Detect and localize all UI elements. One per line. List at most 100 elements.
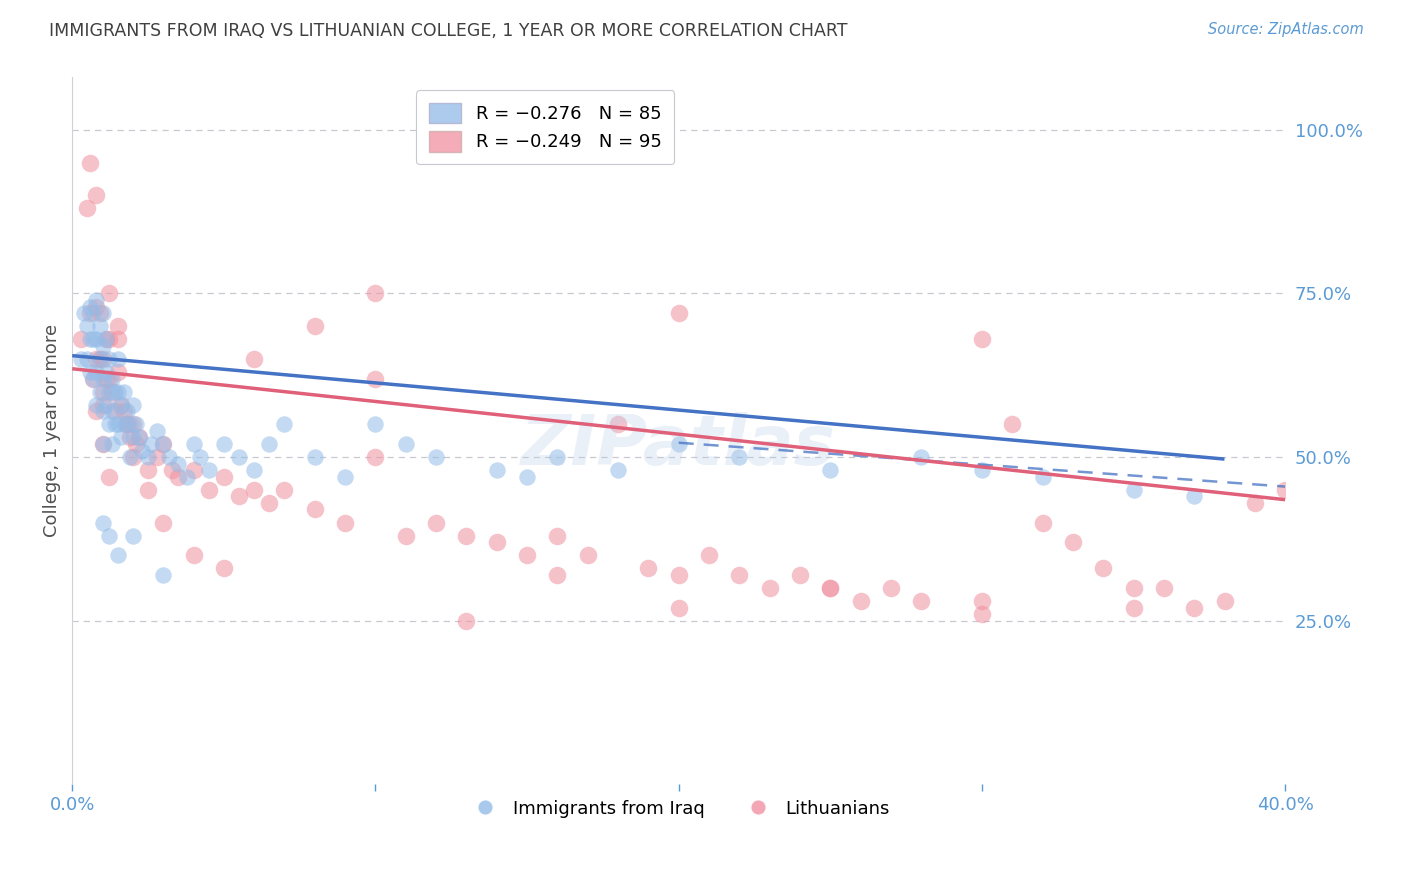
Point — [1274, 483, 1296, 497]
Legend: Immigrants from Iraq, Lithuanians: Immigrants from Iraq, Lithuanians — [460, 792, 897, 825]
Point — [364, 371, 387, 385]
Point — [333, 469, 356, 483]
Point — [304, 450, 326, 464]
Point — [112, 384, 135, 399]
Point — [259, 437, 281, 451]
Point — [136, 463, 159, 477]
Point — [970, 607, 993, 622]
Point — [1032, 516, 1054, 530]
Point — [1153, 581, 1175, 595]
Point — [273, 417, 295, 432]
Point — [79, 332, 101, 346]
Point — [425, 516, 447, 530]
Point — [456, 614, 478, 628]
Point — [89, 351, 111, 366]
Point — [304, 502, 326, 516]
Point — [91, 398, 114, 412]
Point — [1182, 600, 1205, 615]
Point — [97, 469, 120, 483]
Point — [91, 516, 114, 530]
Point — [970, 332, 993, 346]
Point — [167, 469, 190, 483]
Point — [86, 398, 108, 412]
Point — [176, 469, 198, 483]
Point — [1122, 483, 1144, 497]
Point — [243, 463, 266, 477]
Point — [157, 450, 180, 464]
Text: Source: ZipAtlas.com: Source: ZipAtlas.com — [1208, 22, 1364, 37]
Point — [91, 437, 114, 451]
Point — [697, 549, 720, 563]
Point — [364, 450, 387, 464]
Point — [1001, 417, 1024, 432]
Point — [167, 457, 190, 471]
Point — [86, 332, 108, 346]
Point — [243, 351, 266, 366]
Point — [79, 306, 101, 320]
Point — [395, 437, 418, 451]
Point — [228, 450, 250, 464]
Point — [546, 568, 568, 582]
Point — [820, 581, 842, 595]
Point — [212, 561, 235, 575]
Point — [97, 529, 120, 543]
Point — [122, 430, 145, 444]
Point — [136, 450, 159, 464]
Point — [115, 417, 138, 432]
Point — [97, 371, 120, 385]
Point — [1182, 489, 1205, 503]
Point — [136, 483, 159, 497]
Point — [104, 417, 127, 432]
Point — [212, 437, 235, 451]
Point — [183, 549, 205, 563]
Point — [516, 549, 538, 563]
Point — [82, 332, 104, 346]
Point — [115, 404, 138, 418]
Point — [146, 450, 169, 464]
Point — [212, 469, 235, 483]
Point — [91, 351, 114, 366]
Point — [97, 417, 120, 432]
Point — [333, 516, 356, 530]
Y-axis label: College, 1 year or more: College, 1 year or more — [44, 325, 60, 538]
Point — [91, 306, 114, 320]
Point — [162, 463, 184, 477]
Point — [115, 417, 138, 432]
Point — [107, 319, 129, 334]
Point — [728, 450, 751, 464]
Point — [70, 332, 93, 346]
Point — [97, 384, 120, 399]
Point — [1213, 594, 1236, 608]
Point — [243, 483, 266, 497]
Point — [89, 319, 111, 334]
Point — [1032, 469, 1054, 483]
Point — [122, 529, 145, 543]
Point — [79, 300, 101, 314]
Point — [94, 398, 117, 412]
Point — [152, 437, 174, 451]
Point — [91, 339, 114, 353]
Point — [100, 404, 122, 418]
Point — [1122, 600, 1144, 615]
Point — [86, 404, 108, 418]
Point — [607, 463, 630, 477]
Point — [94, 365, 117, 379]
Point — [728, 568, 751, 582]
Point — [107, 332, 129, 346]
Point — [73, 306, 96, 320]
Point — [82, 306, 104, 320]
Point — [128, 430, 150, 444]
Point — [668, 306, 690, 320]
Point — [122, 417, 145, 432]
Point — [97, 286, 120, 301]
Point — [89, 306, 111, 320]
Point — [107, 351, 129, 366]
Point — [183, 463, 205, 477]
Point — [94, 371, 117, 385]
Point — [118, 417, 141, 432]
Point — [86, 365, 108, 379]
Point — [131, 443, 153, 458]
Text: IMMIGRANTS FROM IRAQ VS LITHUANIAN COLLEGE, 1 YEAR OR MORE CORRELATION CHART: IMMIGRANTS FROM IRAQ VS LITHUANIAN COLLE… — [49, 22, 848, 40]
Point — [228, 489, 250, 503]
Point — [1122, 581, 1144, 595]
